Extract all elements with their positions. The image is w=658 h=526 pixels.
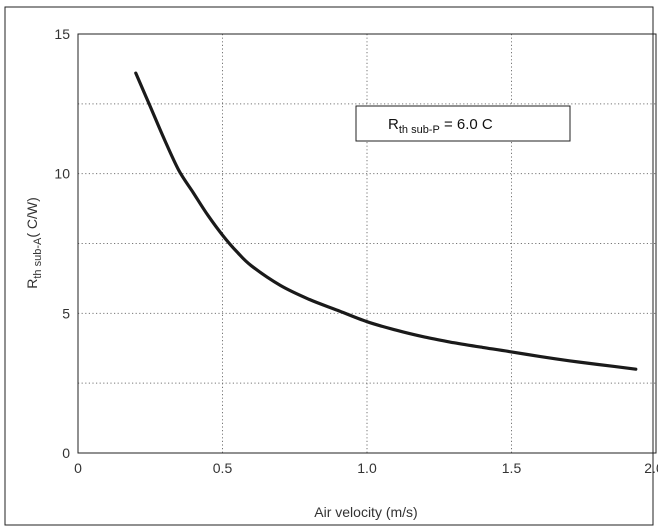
annotation-value: = 6.0 C (440, 116, 493, 133)
x-tick-label: 1.5 (502, 460, 522, 476)
x-tick-label: 2.0 (644, 460, 658, 476)
grid-lines (78, 34, 656, 453)
figure-frame (4, 6, 654, 526)
y-tick-label: 5 (62, 305, 70, 321)
x-tick-label: 0 (74, 460, 82, 476)
annotation-text: Rth sub-P = 6.0 C (388, 116, 493, 136)
y-tick-label: 15 (54, 26, 70, 42)
annotation-frame (355, 105, 571, 142)
y-axis-label-unit: ( C/W) (24, 197, 40, 237)
y-axis-label-main: R (24, 279, 40, 289)
annotation-subscript: th sub-P (399, 124, 440, 136)
y-tick-label: 10 (54, 166, 70, 182)
plot-area (77, 33, 657, 454)
x-tick-label: 1.0 (357, 460, 377, 476)
annotation-box: Rth sub-P = 6.0 C (355, 105, 571, 142)
series-curve (134, 71, 638, 371)
y-tick-label: 0 (62, 445, 70, 461)
tick-labels: 0 0.5 1.0 1.5 2.0 0 5 10 15 (54, 26, 658, 476)
y-axis-label-subscript: th sub-A (32, 237, 44, 279)
x-tick-label: 0.5 (213, 460, 233, 476)
y-axis-label: Rth sub-A( C/W) (24, 197, 44, 289)
x-axis-label: Air velocity (m/s) (314, 504, 417, 520)
annotation-main: R (388, 116, 399, 133)
